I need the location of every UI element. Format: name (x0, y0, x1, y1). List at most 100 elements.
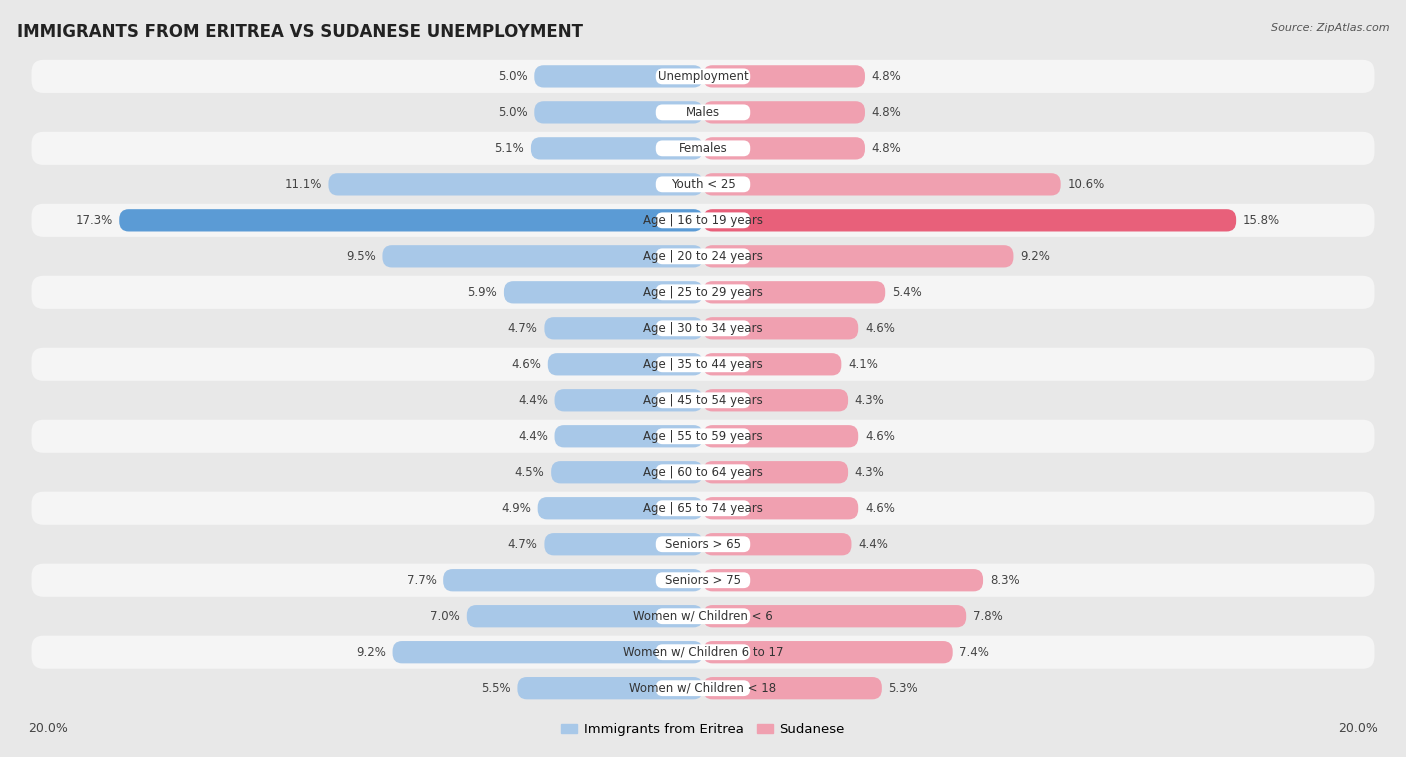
Text: 4.6%: 4.6% (512, 358, 541, 371)
Text: 5.4%: 5.4% (891, 286, 922, 299)
Text: 5.9%: 5.9% (467, 286, 498, 299)
Text: 4.7%: 4.7% (508, 322, 537, 335)
Text: 4.4%: 4.4% (517, 430, 548, 443)
Text: 4.3%: 4.3% (855, 394, 884, 407)
FancyBboxPatch shape (703, 317, 858, 339)
Text: 4.8%: 4.8% (872, 142, 901, 155)
FancyBboxPatch shape (655, 213, 751, 229)
FancyBboxPatch shape (534, 65, 703, 88)
Text: 10.6%: 10.6% (1067, 178, 1105, 191)
FancyBboxPatch shape (31, 528, 1375, 561)
Text: Age | 55 to 59 years: Age | 55 to 59 years (643, 430, 763, 443)
FancyBboxPatch shape (703, 245, 1014, 267)
Legend: Immigrants from Eritrea, Sudanese: Immigrants from Eritrea, Sudanese (555, 718, 851, 741)
FancyBboxPatch shape (31, 60, 1375, 93)
Text: 5.3%: 5.3% (889, 682, 918, 695)
FancyBboxPatch shape (31, 456, 1375, 489)
FancyBboxPatch shape (31, 132, 1375, 165)
FancyBboxPatch shape (703, 65, 865, 88)
Text: Women w/ Children < 6: Women w/ Children < 6 (633, 609, 773, 623)
FancyBboxPatch shape (703, 605, 966, 628)
FancyBboxPatch shape (703, 389, 848, 412)
FancyBboxPatch shape (655, 104, 751, 120)
Text: 17.3%: 17.3% (76, 213, 112, 227)
Text: 4.5%: 4.5% (515, 466, 544, 478)
FancyBboxPatch shape (551, 461, 703, 484)
FancyBboxPatch shape (655, 644, 751, 660)
FancyBboxPatch shape (655, 141, 751, 156)
FancyBboxPatch shape (544, 533, 703, 556)
Text: Age | 25 to 29 years: Age | 25 to 29 years (643, 286, 763, 299)
FancyBboxPatch shape (31, 419, 1375, 453)
FancyBboxPatch shape (554, 389, 703, 412)
Text: 7.4%: 7.4% (959, 646, 990, 659)
Text: 4.1%: 4.1% (848, 358, 877, 371)
Text: 9.2%: 9.2% (356, 646, 385, 659)
FancyBboxPatch shape (703, 281, 886, 304)
FancyBboxPatch shape (31, 204, 1375, 237)
FancyBboxPatch shape (703, 497, 858, 519)
Text: 5.0%: 5.0% (498, 106, 527, 119)
Text: 20.0%: 20.0% (28, 722, 67, 735)
Text: Women w/ Children 6 to 17: Women w/ Children 6 to 17 (623, 646, 783, 659)
Text: 15.8%: 15.8% (1243, 213, 1279, 227)
Text: 4.9%: 4.9% (501, 502, 531, 515)
Text: 11.1%: 11.1% (284, 178, 322, 191)
Text: IMMIGRANTS FROM ERITREA VS SUDANESE UNEMPLOYMENT: IMMIGRANTS FROM ERITREA VS SUDANESE UNEM… (17, 23, 583, 41)
Text: 4.7%: 4.7% (508, 537, 537, 551)
Text: Age | 30 to 34 years: Age | 30 to 34 years (643, 322, 763, 335)
FancyBboxPatch shape (31, 384, 1375, 417)
FancyBboxPatch shape (382, 245, 703, 267)
FancyBboxPatch shape (703, 173, 1060, 195)
FancyBboxPatch shape (655, 248, 751, 264)
Text: 9.5%: 9.5% (346, 250, 375, 263)
FancyBboxPatch shape (703, 461, 848, 484)
FancyBboxPatch shape (703, 353, 841, 375)
Text: 9.2%: 9.2% (1021, 250, 1050, 263)
Text: 5.0%: 5.0% (498, 70, 527, 83)
FancyBboxPatch shape (655, 357, 751, 372)
Text: Age | 60 to 64 years: Age | 60 to 64 years (643, 466, 763, 478)
Text: 4.6%: 4.6% (865, 430, 894, 443)
FancyBboxPatch shape (655, 68, 751, 84)
FancyBboxPatch shape (703, 425, 858, 447)
Text: Age | 20 to 24 years: Age | 20 to 24 years (643, 250, 763, 263)
FancyBboxPatch shape (31, 636, 1375, 668)
Text: 4.6%: 4.6% (865, 322, 894, 335)
FancyBboxPatch shape (31, 276, 1375, 309)
Text: 4.4%: 4.4% (858, 537, 889, 551)
FancyBboxPatch shape (31, 96, 1375, 129)
Text: Females: Females (679, 142, 727, 155)
FancyBboxPatch shape (655, 285, 751, 301)
FancyBboxPatch shape (31, 564, 1375, 597)
FancyBboxPatch shape (537, 497, 703, 519)
FancyBboxPatch shape (703, 677, 882, 699)
Text: Youth < 25: Youth < 25 (671, 178, 735, 191)
FancyBboxPatch shape (31, 312, 1375, 345)
Text: 5.5%: 5.5% (481, 682, 510, 695)
FancyBboxPatch shape (655, 572, 751, 588)
FancyBboxPatch shape (31, 168, 1375, 201)
FancyBboxPatch shape (31, 671, 1375, 705)
Text: 7.7%: 7.7% (406, 574, 436, 587)
FancyBboxPatch shape (655, 609, 751, 624)
Text: Age | 65 to 74 years: Age | 65 to 74 years (643, 502, 763, 515)
FancyBboxPatch shape (554, 425, 703, 447)
FancyBboxPatch shape (703, 209, 1236, 232)
FancyBboxPatch shape (31, 240, 1375, 273)
FancyBboxPatch shape (703, 569, 983, 591)
FancyBboxPatch shape (443, 569, 703, 591)
FancyBboxPatch shape (31, 347, 1375, 381)
Text: 4.8%: 4.8% (872, 70, 901, 83)
FancyBboxPatch shape (655, 681, 751, 696)
Text: Women w/ Children < 18: Women w/ Children < 18 (630, 682, 776, 695)
Text: Seniors > 75: Seniors > 75 (665, 574, 741, 587)
FancyBboxPatch shape (534, 101, 703, 123)
FancyBboxPatch shape (655, 320, 751, 336)
FancyBboxPatch shape (531, 137, 703, 160)
FancyBboxPatch shape (31, 492, 1375, 525)
Text: 8.3%: 8.3% (990, 574, 1019, 587)
FancyBboxPatch shape (655, 428, 751, 444)
FancyBboxPatch shape (703, 641, 953, 663)
FancyBboxPatch shape (703, 533, 852, 556)
